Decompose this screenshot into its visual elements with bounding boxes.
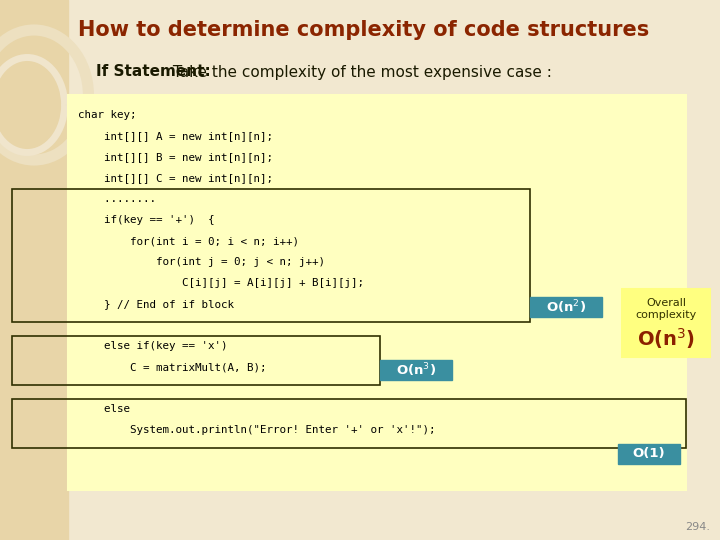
- Text: } // End of if block: } // End of if block: [78, 299, 234, 309]
- Text: char key;: char key;: [78, 110, 137, 120]
- Text: Take the complexity of the most expensive case :: Take the complexity of the most expensiv…: [168, 64, 552, 79]
- Text: O(n$^2$): O(n$^2$): [546, 298, 586, 316]
- Bar: [618, 444, 680, 464]
- Text: for(int j = 0; j < n; j++): for(int j = 0; j < n; j++): [78, 257, 325, 267]
- Text: int[][] B = new int[n][n];: int[][] B = new int[n][n];: [78, 152, 273, 162]
- Text: int[][] C = new int[n][n];: int[][] C = new int[n][n];: [78, 173, 273, 183]
- Text: ........: ........: [78, 194, 156, 204]
- Text: C[i][j] = A[i][j] + B[i][j];: C[i][j] = A[i][j] + B[i][j];: [78, 278, 364, 288]
- Bar: [68, 95, 686, 490]
- Text: How to determine complexity of code structures: How to determine complexity of code stru…: [78, 20, 649, 40]
- Bar: [380, 360, 452, 380]
- Text: for(int i = 0; i < n; i++): for(int i = 0; i < n; i++): [78, 236, 299, 246]
- Text: complexity: complexity: [635, 310, 697, 320]
- Text: O(1): O(1): [633, 448, 665, 461]
- Bar: [530, 297, 602, 317]
- Text: System.out.println("Error! Enter '+' or 'x'!");: System.out.println("Error! Enter '+' or …: [78, 425, 436, 435]
- Bar: [12, 336, 380, 385]
- Bar: [0, 0, 68, 540]
- Bar: [12, 189, 530, 322]
- Text: 294.: 294.: [685, 522, 710, 532]
- Text: else: else: [78, 404, 130, 414]
- Text: If Statement:: If Statement:: [96, 64, 211, 79]
- Bar: [622, 289, 710, 357]
- Text: else if(key == 'x'): else if(key == 'x'): [78, 341, 228, 351]
- Text: O(n$^3$): O(n$^3$): [396, 361, 436, 379]
- Text: C = matrixMult(A, B);: C = matrixMult(A, B);: [78, 362, 266, 372]
- Text: Overall: Overall: [646, 298, 686, 308]
- Text: if(key == '+')  {: if(key == '+') {: [78, 215, 215, 225]
- Bar: [12, 399, 686, 448]
- Text: O(n$^3$): O(n$^3$): [637, 327, 695, 352]
- Text: int[][] A = new int[n][n];: int[][] A = new int[n][n];: [78, 131, 273, 141]
